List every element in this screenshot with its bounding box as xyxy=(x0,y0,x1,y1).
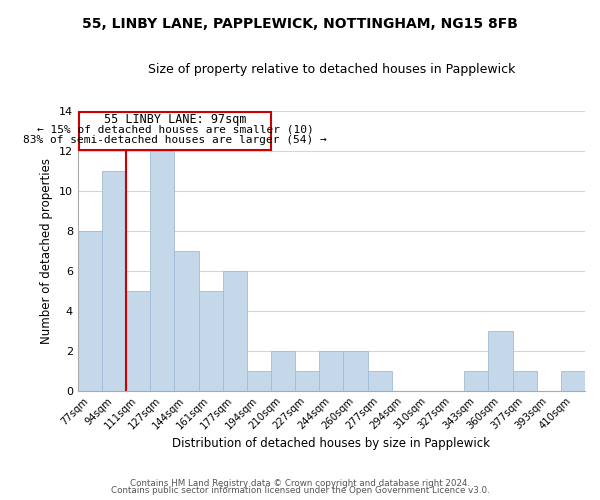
Bar xyxy=(150,152,175,391)
Bar xyxy=(512,371,536,391)
Bar xyxy=(464,371,488,391)
Bar xyxy=(271,351,295,391)
Bar xyxy=(295,371,319,391)
Text: 55 LINBY LANE: 97sqm: 55 LINBY LANE: 97sqm xyxy=(104,113,246,126)
Text: 83% of semi-detached houses are larger (54) →: 83% of semi-detached houses are larger (… xyxy=(23,136,327,145)
Bar xyxy=(368,371,392,391)
Title: Size of property relative to detached houses in Papplewick: Size of property relative to detached ho… xyxy=(148,62,515,76)
Bar xyxy=(223,271,247,391)
Bar xyxy=(247,371,271,391)
Bar xyxy=(175,251,199,391)
X-axis label: Distribution of detached houses by size in Papplewick: Distribution of detached houses by size … xyxy=(172,437,490,450)
Text: 55, LINBY LANE, PAPPLEWICK, NOTTINGHAM, NG15 8FB: 55, LINBY LANE, PAPPLEWICK, NOTTINGHAM, … xyxy=(82,18,518,32)
Bar xyxy=(126,291,150,391)
Bar xyxy=(561,371,585,391)
FancyBboxPatch shape xyxy=(79,112,271,150)
Y-axis label: Number of detached properties: Number of detached properties xyxy=(40,158,53,344)
Text: Contains HM Land Registry data © Crown copyright and database right 2024.: Contains HM Land Registry data © Crown c… xyxy=(130,478,470,488)
Text: Contains public sector information licensed under the Open Government Licence v3: Contains public sector information licen… xyxy=(110,486,490,495)
Bar xyxy=(343,351,368,391)
Bar xyxy=(102,172,126,391)
Text: ← 15% of detached houses are smaller (10): ← 15% of detached houses are smaller (10… xyxy=(37,124,313,134)
Bar xyxy=(78,231,102,391)
Bar xyxy=(199,291,223,391)
Bar xyxy=(319,351,343,391)
Bar xyxy=(488,331,512,391)
